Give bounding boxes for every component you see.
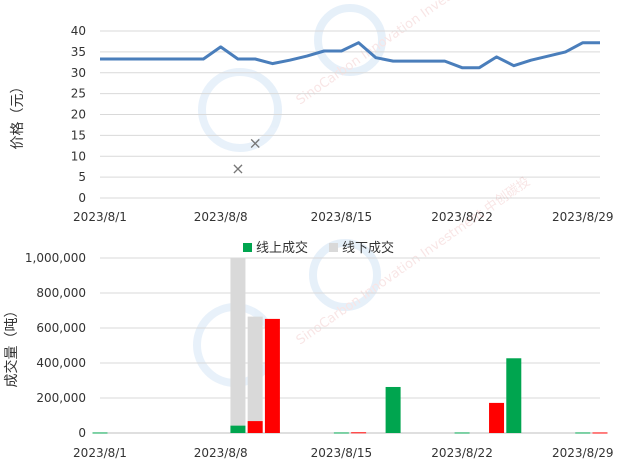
legend: 线上成交 线下成交 [243,240,394,256]
y-tick-label: 0 [78,426,86,440]
y-tick-label: 200,000 [36,391,86,405]
y-tick-label: 35 [71,45,86,59]
legend-label: 线下成交 [342,240,394,256]
x-tick-label: 2023/8/8 [194,210,248,224]
bar-online [506,358,522,433]
y-tick-label: 5 [78,170,86,184]
y-axis-label: 成交量（吨） [3,304,20,388]
watermark: SinoCarbon Innovation Investment 中创碳投 [198,0,533,152]
bar-online [333,432,349,434]
data-point-marker: × [231,159,244,178]
bar-online [592,432,608,434]
bar-online [454,432,470,434]
watermark-ring [314,4,386,76]
y-tick-label: 400,000 [36,356,86,370]
y-tick-label: 800,000 [36,286,86,300]
bar-online [247,421,263,433]
bar-online [489,402,505,433]
bar-online [92,432,108,434]
y-tick-label: 25 [71,87,86,101]
x-tick-label: 2023/8/22 [431,446,493,460]
data-point-marker: × [248,134,261,153]
y-tick-label: 40 [71,24,86,38]
y-tick-label: 15 [71,128,86,142]
y-tick-label: 10 [71,149,86,163]
y-tick-label: 1,000,000 [25,251,86,265]
legend-label: 线上成交 [256,240,308,256]
bar-online [230,425,246,433]
bar-online [575,432,591,434]
watermark-text: SinoCarbon Innovation Investment 中创碳投 [293,174,533,349]
x-tick-label: 2023/8/29 [552,210,614,224]
bar-online [385,386,401,433]
watermark-ring [198,68,282,152]
bar-offline [247,316,263,433]
y-axis-label: 价格（元） [10,80,26,150]
watermark: SinoCarbon Innovation Investment 中创碳投 [193,174,533,387]
price-line [100,41,600,70]
bar-offline [230,258,246,433]
x-tick-label: 2023/8/8 [194,446,248,460]
bar-online [351,432,367,434]
y-tick-label: 600,000 [36,321,86,335]
y-tick-label: 0 [78,191,86,205]
bar-online [264,318,280,433]
x-tick-label: 2023/8/15 [311,446,373,460]
watermark-ring [309,239,381,311]
y-tick-label: 20 [71,108,86,122]
legend-swatch [243,243,252,252]
x-tick-label: 2023/8/29 [552,446,614,460]
x-tick-label: 2023/8/15 [311,210,373,224]
y-tick-label: 30 [71,66,86,80]
x-tick-label: 2023/8/1 [73,446,127,460]
x-tick-label: 2023/8/22 [431,210,493,224]
x-tick-label: 2023/8/1 [73,210,127,224]
legend-swatch [329,243,338,252]
